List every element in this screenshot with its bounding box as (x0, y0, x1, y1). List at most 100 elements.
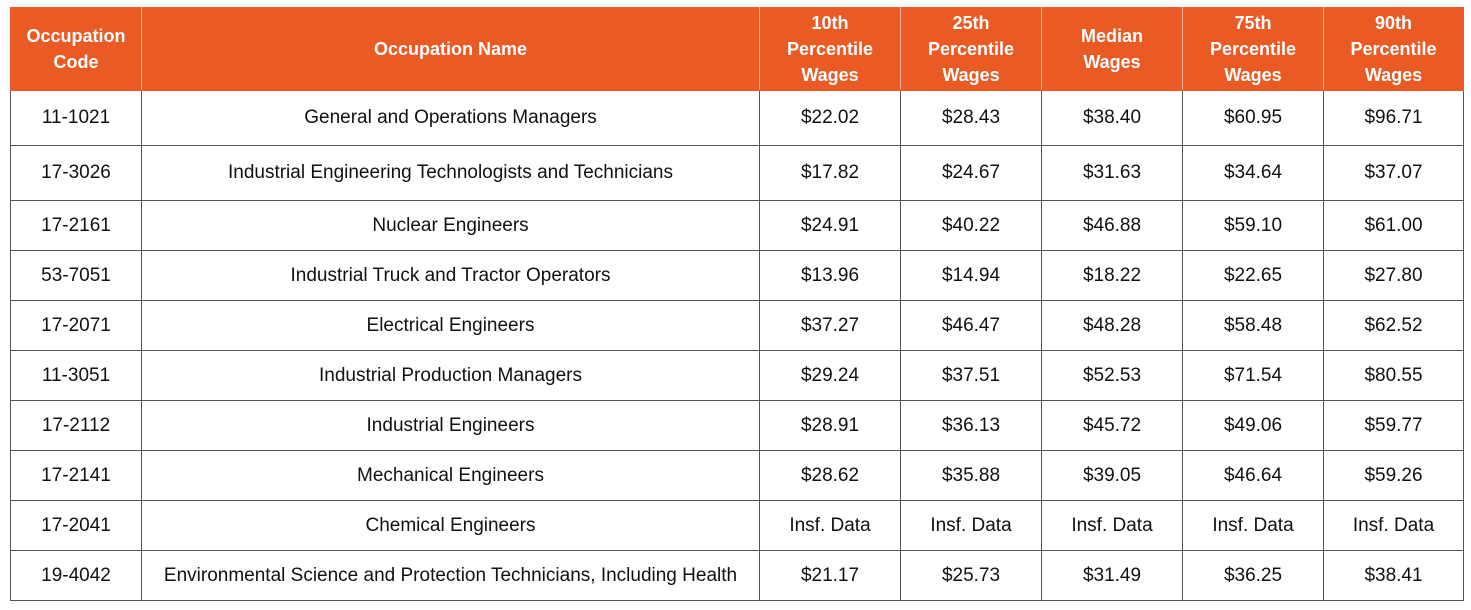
header-text: Median (1080, 26, 1143, 46)
header-cell: Occupation Name (141, 7, 760, 91)
header-text: Wages (801, 65, 859, 85)
wage-cell: $80.55 (1323, 350, 1464, 401)
wage-cell: $35.88 (900, 450, 1042, 501)
header-text: Wages (1364, 65, 1423, 85)
table-row: 17-2112 Industrial Engineers $28.91 $36.13 $… (10, 400, 1464, 451)
wage-cell: $59.77 (1323, 400, 1464, 451)
header-cell: Occupation Code (10, 7, 142, 91)
wage-cell: $62.52 (1323, 300, 1464, 351)
table-row: 17-2071 Electrical Engineers $37.27 $46.47 $… (10, 300, 1464, 351)
table-row: 53-7051 Industrial Truck and Tractor Oper… (10, 250, 1464, 301)
wage-cell: $46.64 (1182, 450, 1324, 501)
wage-cell: Insf. Data (759, 500, 901, 551)
wage-cell: $36.25 (1182, 550, 1324, 601)
wage-cell: $24.91 (759, 200, 901, 251)
header-text: 25th (952, 13, 990, 33)
occupation-code: 19-4042 (10, 550, 142, 601)
occupation-code: 17-3026 (10, 145, 142, 201)
header-text: Occupation Name (373, 39, 528, 59)
wage-cell: Insf. Data (1182, 500, 1324, 551)
header-text: Occupation (26, 26, 126, 46)
wage-cell: $61.00 (1323, 200, 1464, 251)
header-text: Code (53, 52, 99, 72)
wage-cell: $24.67 (900, 145, 1042, 201)
table-row: 19-4042 Environmental Science and Protect… (10, 550, 1464, 601)
wage-cell: $17.82 (759, 145, 901, 201)
occupation-code: 11-1021 (10, 90, 142, 146)
header-cell: 75th Percentile Wages (1182, 7, 1324, 91)
wage-cell: $31.63 (1041, 145, 1183, 201)
occupation-name: Industrial Engineers (141, 400, 760, 451)
header-cell: 25th Percentile Wages (900, 7, 1042, 91)
table-row: 11-3051 Industrial Production Managers $29… (10, 350, 1464, 401)
wage-cell: $60.95 (1182, 90, 1324, 146)
wage-cell: $28.91 (759, 400, 901, 451)
wage-cell: $22.65 (1182, 250, 1324, 301)
wage-cell: $21.17 (759, 550, 901, 601)
wage-cell: $37.51 (900, 350, 1042, 401)
table-body: 11-1021 General and Operations Managers $2… (10, 90, 1464, 601)
wage-cell: $36.13 (900, 400, 1042, 451)
occupation-name: Mechanical Engineers (141, 450, 760, 501)
table-row: 17-2141 Mechanical Engineers $28.62 $35.88 $… (10, 450, 1464, 501)
header-text: 75th (1234, 13, 1272, 33)
wage-cell: Insf. Data (900, 500, 1042, 551)
wage-cell: $48.28 (1041, 300, 1183, 351)
occupation-code: 17-2041 (10, 500, 142, 551)
header-row: Occupation Code Occupation Name 10th Percent… (10, 7, 1464, 91)
table-row: 17-2041 Chemical Engineers Insf. Data Insf.… (10, 500, 1464, 551)
occupation-name: General and Operations Managers (141, 90, 760, 146)
wage-cell: $31.49 (1041, 550, 1183, 601)
wage-cell: Insf. Data (1041, 500, 1183, 551)
wage-cell: $58.48 (1182, 300, 1324, 351)
wage-cell: $59.10 (1182, 200, 1324, 251)
wage-cell: $40.22 (900, 200, 1042, 251)
occupation-name: Industrial Production Managers (141, 350, 760, 401)
header-text: Percentile (1350, 39, 1437, 59)
table-row: 17-2161 Nuclear Engineers $24.91 $40.22 $46.… (10, 200, 1464, 251)
header-text: Wages (942, 65, 1000, 85)
header-text: 90th (1374, 13, 1412, 33)
occupation-name: Chemical Engineers (141, 500, 760, 551)
wage-cell: $59.26 (1323, 450, 1464, 501)
wage-cell: $38.40 (1041, 90, 1183, 146)
occupation-code: 17-2071 (10, 300, 142, 351)
wage-cell: $37.07 (1323, 145, 1464, 201)
header-text: Wages (1224, 65, 1282, 85)
header-text: Percentile (786, 39, 874, 59)
occupation-code: 11-3051 (10, 350, 142, 401)
header-cell: Median Wages (1041, 7, 1183, 91)
occupation-name: Environmental Science and Protection Tec… (141, 550, 760, 601)
wage-cell: $14.94 (900, 250, 1042, 301)
wage-cell: $37.27 (759, 300, 901, 351)
occupation-code: 53-7051 (10, 250, 142, 301)
wage-cell: $46.47 (900, 300, 1042, 351)
wage-cell: $27.80 (1323, 250, 1464, 301)
wage-cell: $28.43 (900, 90, 1042, 146)
wage-cell: $28.62 (759, 450, 901, 501)
wage-cell: $18.22 (1041, 250, 1183, 301)
wage-cell: $52.53 (1041, 350, 1183, 401)
occupation-name: Electrical Engineers (141, 300, 760, 351)
wage-cell: $71.54 (1182, 350, 1324, 401)
wage-cell: $96.71 (1323, 90, 1464, 146)
header-text: Wages (1083, 52, 1141, 72)
occupation-name: Industrial Truck and Tractor Operators (141, 250, 760, 301)
wage-cell: $34.64 (1182, 145, 1324, 201)
header-cell: 10th Percentile Wages (759, 7, 901, 91)
wage-cell: $25.73 (900, 550, 1042, 601)
wage-cell: $13.96 (759, 250, 901, 301)
table-row: 11-1021 General and Operations Managers $2… (10, 90, 1464, 146)
wage-cell: $45.72 (1041, 400, 1183, 451)
occupation-code: 17-2161 (10, 200, 142, 251)
wage-cell: Insf. Data (1323, 500, 1464, 551)
wage-cell: $22.02 (759, 90, 901, 146)
wage-cell: $46.88 (1041, 200, 1183, 251)
header-text: Percentile (1209, 39, 1297, 59)
wage-cell: $39.05 (1041, 450, 1183, 501)
occupation-code: 17-2141 (10, 450, 142, 501)
header-text: Percentile (927, 39, 1015, 59)
occupation-name: Industrial Engineering Technologists and… (141, 145, 760, 201)
wage-table: Occupation Code Occupation Name 10th Percent… (10, 7, 1464, 601)
